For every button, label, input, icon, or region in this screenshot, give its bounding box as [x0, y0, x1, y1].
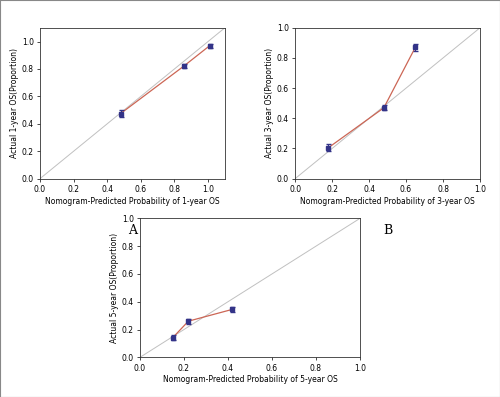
- Y-axis label: Actual 1-year OS(Proportion): Actual 1-year OS(Proportion): [10, 48, 19, 158]
- X-axis label: Nomogram-Predicted Probability of 5-year OS: Nomogram-Predicted Probability of 5-year…: [162, 375, 338, 384]
- X-axis label: Nomogram-Predicted Probability of 3-year OS: Nomogram-Predicted Probability of 3-year…: [300, 197, 475, 206]
- Y-axis label: Actual 5-year OS(Proportion): Actual 5-year OS(Proportion): [110, 233, 119, 343]
- Y-axis label: Actual 3-year OS(Proportion): Actual 3-year OS(Proportion): [265, 48, 274, 158]
- X-axis label: Nomogram-Predicted Probability of 1-year OS: Nomogram-Predicted Probability of 1-year…: [45, 197, 220, 206]
- Text: B: B: [383, 224, 392, 237]
- Text: A: A: [128, 224, 137, 237]
